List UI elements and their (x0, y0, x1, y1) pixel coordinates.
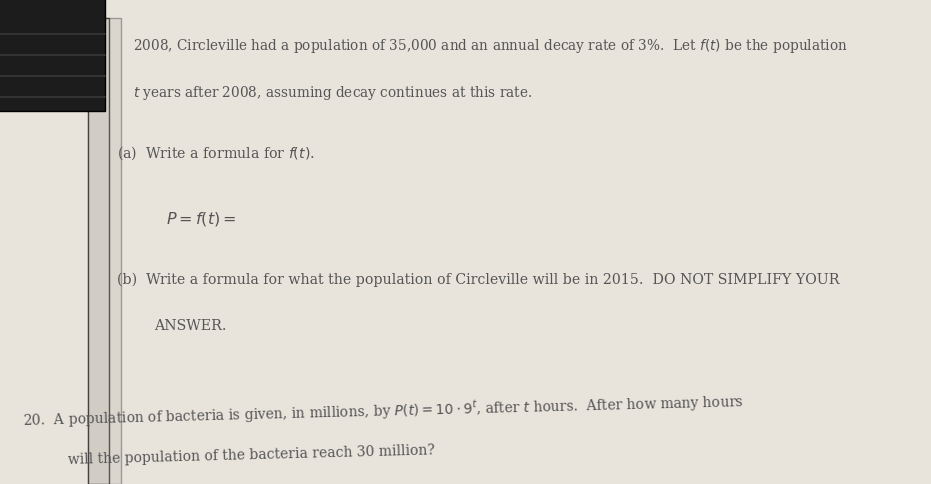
Text: (a)  Write a formula for $f(t)$.: (a) Write a formula for $f(t)$. (116, 144, 315, 162)
Text: 20.  A population of bacteria is given, in millions, by $P(t) = 10 \cdot 9^t$, a: 20. A population of bacteria is given, i… (22, 391, 744, 430)
Text: ANSWER.: ANSWER. (154, 319, 226, 333)
Text: $t$ years after 2008, assuming decay continues at this rate.: $t$ years after 2008, assuming decay con… (133, 84, 533, 102)
FancyBboxPatch shape (88, 19, 121, 484)
Text: (b)  Write a formula for what the population of Circleville will be in 2015.  DO: (b) Write a formula for what the populat… (116, 272, 839, 287)
Text: 2008, Circleville had a population of 35,000 and an annual decay rate of 3%.  Le: 2008, Circleville had a population of 35… (133, 37, 848, 55)
Text: $P = f(t) =$: $P = f(t) =$ (166, 210, 236, 227)
Text: will the population of the bacteria reach 30 million?: will the population of the bacteria reac… (68, 442, 435, 466)
FancyBboxPatch shape (0, 0, 104, 112)
FancyBboxPatch shape (88, 19, 109, 484)
